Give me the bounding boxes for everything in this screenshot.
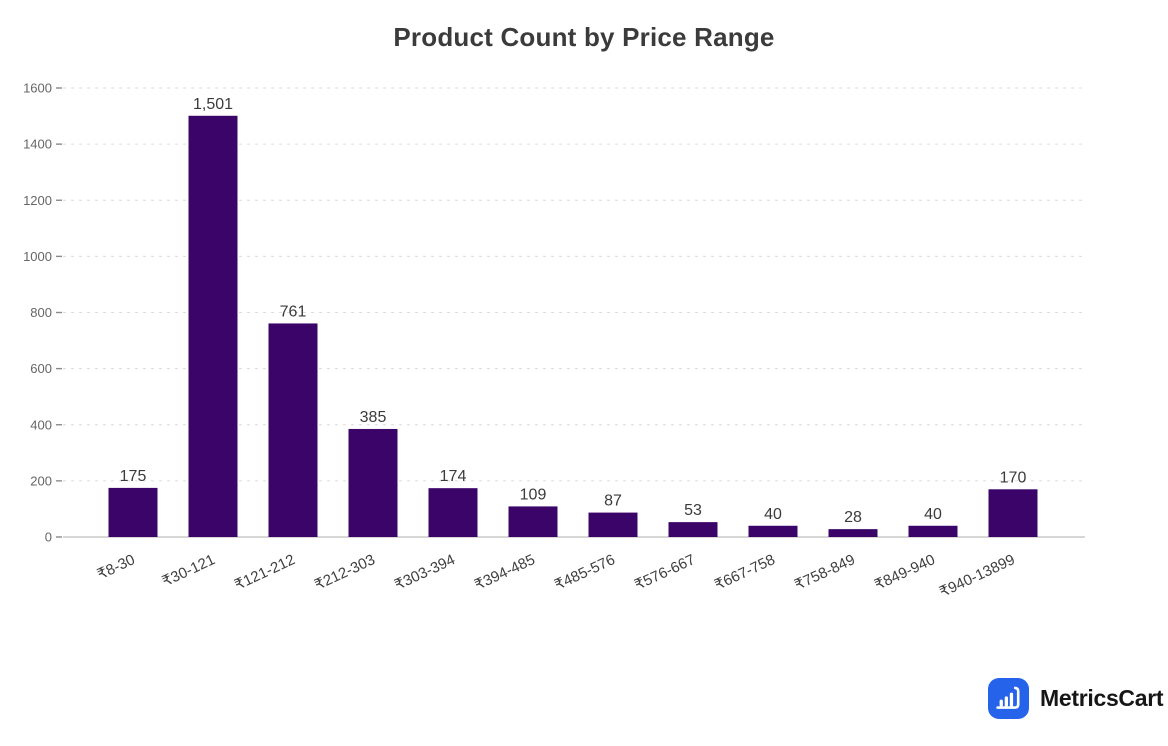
x-tick-label-₹576-667: ₹576-667 — [632, 551, 698, 594]
y-tick-label-800: 800 — [30, 305, 52, 320]
x-tick-label-₹394-485: ₹394-485 — [472, 551, 538, 594]
x-tick-label-₹8-30: ₹8-30 — [95, 551, 138, 583]
bar-₹394-485 — [508, 506, 558, 537]
bar-value-label-₹303-394: 174 — [440, 468, 467, 485]
y-tick-label-1600: 1600 — [23, 81, 52, 96]
x-tick-label-₹30-121: ₹30-121 — [160, 551, 218, 590]
cart-chart-icon — [988, 678, 1029, 719]
bar-value-label-₹485-576: 87 — [604, 493, 622, 510]
x-tick-label-₹303-394: ₹303-394 — [392, 551, 458, 594]
bar-₹212-303 — [348, 428, 398, 537]
x-tick-label-₹849-940: ₹849-940 — [872, 551, 938, 594]
y-tick-label-0: 0 — [45, 530, 52, 545]
y-tick-label-1200: 1200 — [23, 193, 52, 208]
bar-₹940-13899 — [988, 489, 1038, 537]
bar-value-label-₹212-303: 385 — [360, 409, 387, 426]
y-tick-label-1000: 1000 — [23, 249, 52, 264]
logo-text: MetricsCart — [1040, 685, 1164, 711]
bar-₹758-849 — [828, 529, 878, 537]
bar-value-label-₹30-121: 1,501 — [193, 96, 233, 113]
bar-value-label-₹849-940: 40 — [924, 506, 942, 523]
bar-value-label-₹758-849: 28 — [844, 509, 862, 526]
bar-₹30-121 — [188, 115, 238, 538]
bar-₹667-758 — [748, 525, 798, 537]
bar-value-label-₹121-212: 761 — [280, 303, 307, 320]
y-tick-label-1400: 1400 — [23, 137, 52, 152]
x-tick-label-₹758-849: ₹758-849 — [792, 551, 858, 594]
metricscart-logo: MetricsCart — [988, 678, 1164, 719]
bar-₹8-30 — [108, 487, 158, 537]
bar-value-label-₹940-13899: 170 — [1000, 469, 1027, 486]
y-tick-label-600: 600 — [30, 361, 52, 376]
x-tick-label-₹121-212: ₹121-212 — [232, 551, 298, 594]
y-tick-label-200: 200 — [30, 473, 52, 488]
bar-₹303-394 — [428, 488, 478, 537]
bar-₹121-212 — [268, 323, 318, 537]
x-tick-label-₹940-13899: ₹940-13899 — [937, 551, 1018, 601]
x-tick-label-₹667-758: ₹667-758 — [712, 551, 778, 594]
bar-₹576-667 — [668, 522, 718, 537]
bar-₹849-940 — [908, 525, 958, 537]
chart-title: Product Count by Price Range — [393, 22, 775, 52]
y-tick-label-400: 400 — [30, 417, 52, 432]
bar-value-label-₹576-667: 53 — [684, 502, 702, 519]
bar-value-label-₹8-30: 175 — [120, 468, 147, 485]
x-tick-label-₹485-576: ₹485-576 — [552, 551, 618, 594]
x-tick-label-₹212-303: ₹212-303 — [312, 551, 378, 594]
bar-value-label-₹394-485: 109 — [520, 486, 547, 503]
bar-value-label-₹667-758: 40 — [764, 506, 782, 523]
bar-₹485-576 — [588, 512, 638, 537]
